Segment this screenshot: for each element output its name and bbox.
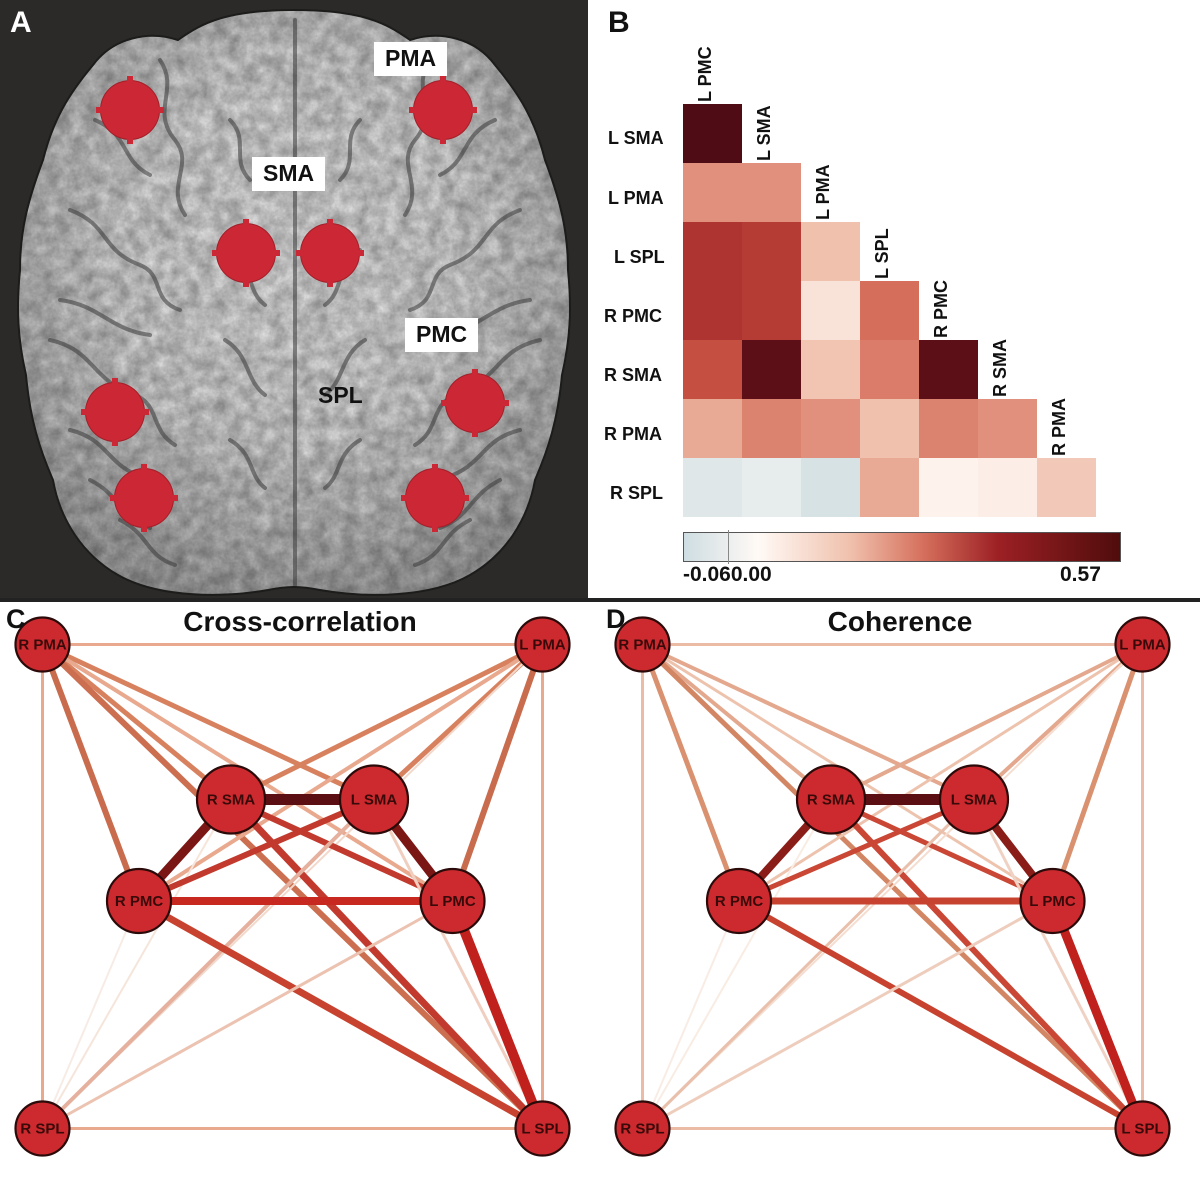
svg-text:L PMC: L PMC	[1029, 893, 1076, 910]
svg-text:R SPL: R SPL	[20, 1121, 64, 1138]
svg-text:L PMA: L PMA	[519, 637, 566, 654]
svg-text:R SPL: R SPL	[620, 1121, 664, 1138]
svg-text:L SMA: L SMA	[351, 792, 398, 809]
svg-text:L PMA: L PMA	[1119, 637, 1166, 654]
svg-text:R PMC: R PMC	[115, 893, 164, 910]
svg-text:R PMA: R PMA	[618, 637, 667, 654]
svg-text:L SMA: L SMA	[951, 792, 998, 809]
svg-text:R PMA: R PMA	[18, 637, 67, 654]
svg-text:R SMA: R SMA	[807, 792, 856, 809]
svg-text:L PMC: L PMC	[429, 893, 476, 910]
svg-text:L SPL: L SPL	[521, 1121, 563, 1138]
svg-text:R SMA: R SMA	[207, 792, 256, 809]
svg-text:R PMC: R PMC	[715, 893, 764, 910]
svg-text:L SPL: L SPL	[1121, 1121, 1163, 1138]
